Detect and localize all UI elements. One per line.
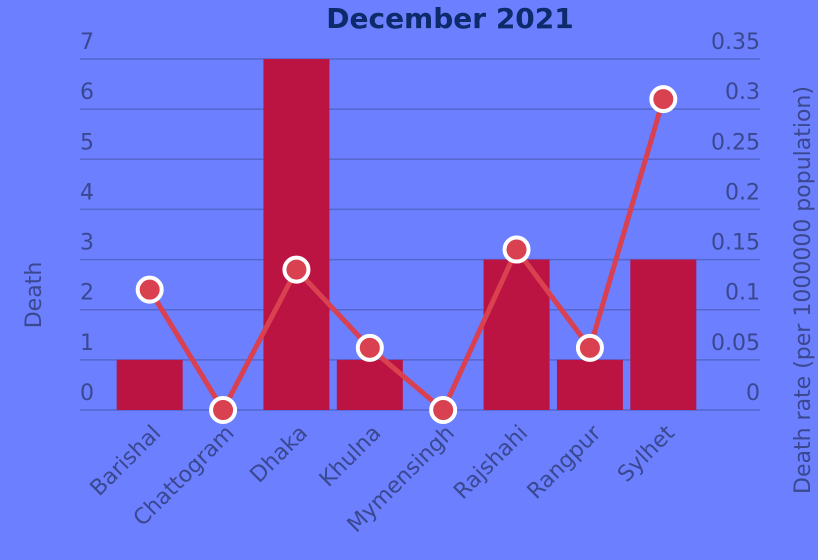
x-tick-label: Rangpur	[523, 420, 607, 504]
x-tick-label: Khulna	[315, 421, 386, 492]
y2-tick-label: 0.35	[711, 30, 760, 55]
y-tick-label: 4	[80, 180, 94, 205]
y-tick-label: 5	[80, 130, 94, 155]
bar	[116, 359, 183, 410]
y-tick-label: 6	[80, 80, 94, 105]
bar	[630, 259, 697, 410]
y2-tick-label: 0.15	[711, 231, 760, 256]
point	[209, 396, 238, 424]
point	[502, 235, 531, 264]
point	[355, 333, 384, 362]
y-tick-label: 2	[80, 281, 94, 306]
point	[282, 255, 311, 284]
point	[575, 333, 604, 362]
y-tick-label: 0	[80, 381, 94, 406]
y-tick-label: 1	[80, 331, 94, 356]
y2-tick-label: 0.3	[725, 80, 760, 105]
point	[649, 85, 678, 114]
y-axis-title: Death	[22, 262, 47, 329]
line	[147, 98, 666, 416]
y-tick-label: 7	[80, 30, 94, 55]
y2-tick-label: 0.2	[725, 180, 760, 205]
x-tick-label: Sylhet	[613, 421, 680, 488]
y2-axis-title: Death rate (per 1000000 population)	[791, 86, 816, 494]
y2-tick-label: 0.05	[711, 331, 760, 356]
y2-tick-label: 0.1	[725, 281, 760, 306]
point	[135, 275, 164, 304]
bar	[556, 359, 623, 410]
bar	[483, 259, 550, 410]
y2-tick-label: 0	[746, 381, 760, 406]
bar	[263, 59, 330, 410]
y2-tick-label: 0.25	[711, 130, 760, 155]
x-tick-label: Dhaka	[246, 421, 313, 488]
point	[429, 396, 458, 424]
chart-title: December 2021	[326, 2, 574, 35]
y-tick-label: 3	[80, 231, 94, 256]
x-tick-label: Rajshahi	[449, 421, 533, 505]
